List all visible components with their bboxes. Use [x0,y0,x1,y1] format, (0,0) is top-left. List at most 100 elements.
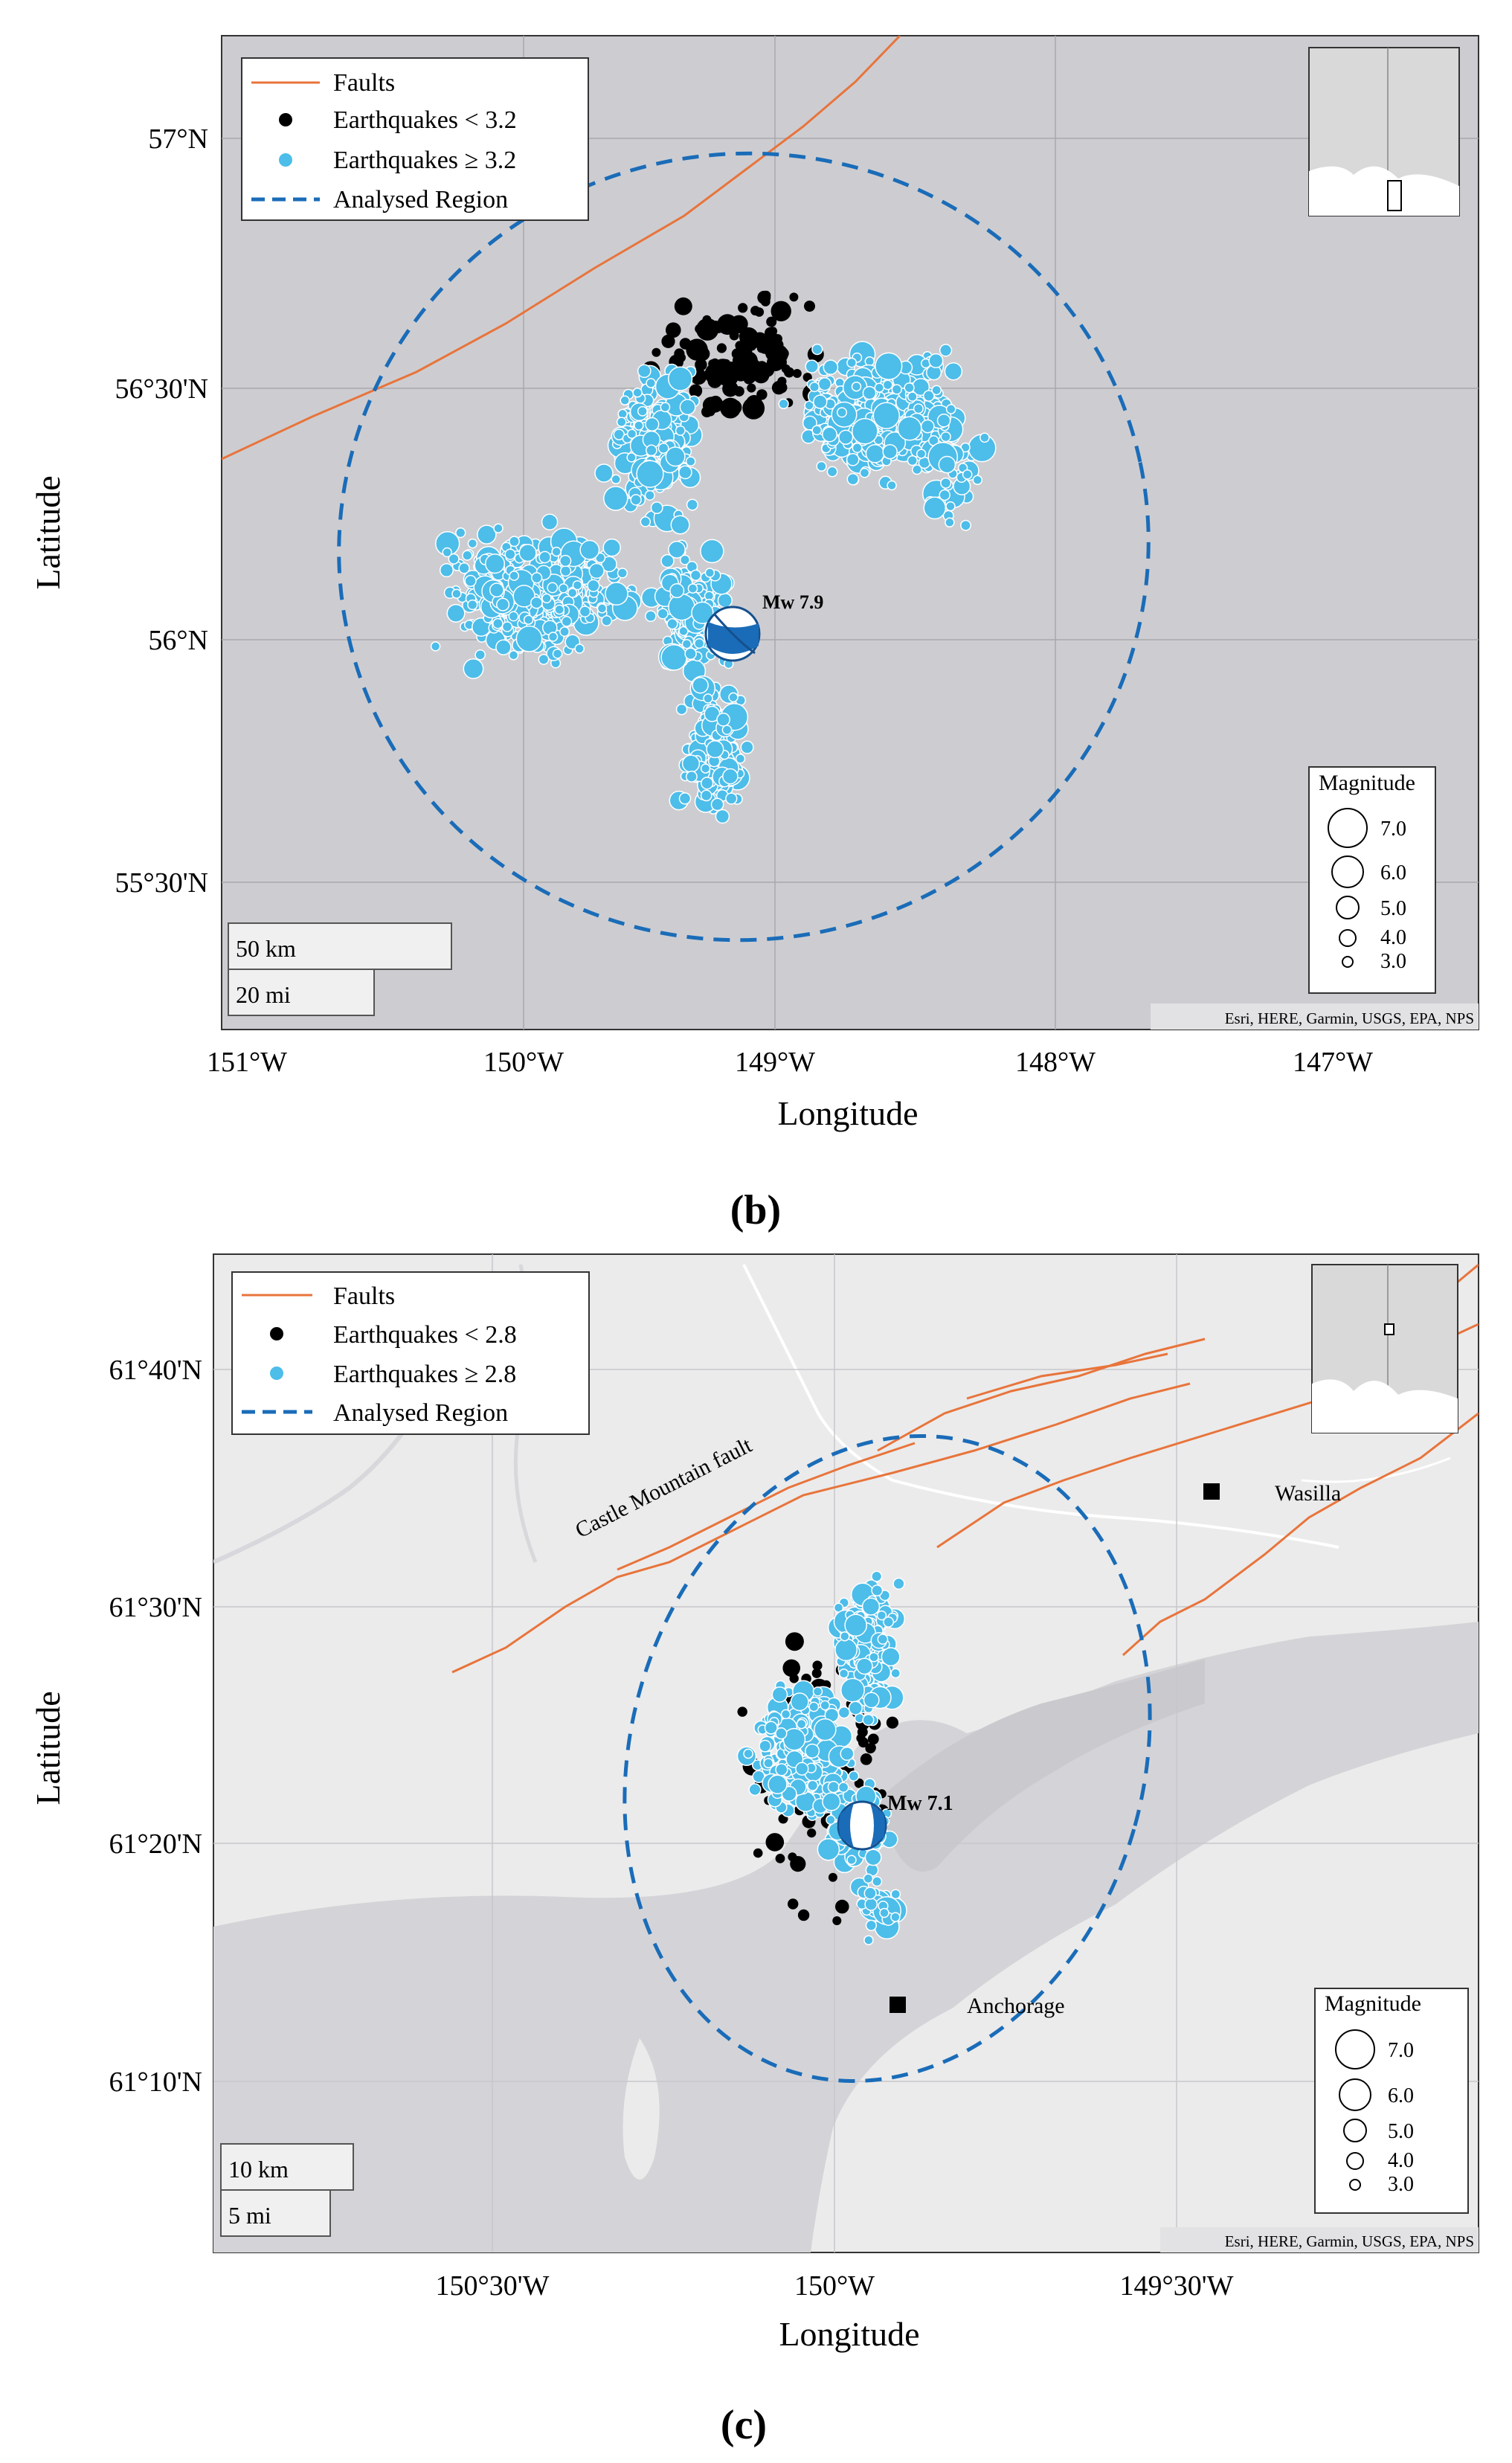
earthquake-marker [874,382,885,393]
earthquake-marker [972,475,983,486]
earthquake-marker [451,588,462,599]
earthquake-marker [559,554,572,568]
earthquake-marker [805,359,819,373]
earthquake-marker [538,653,550,665]
earthquake-marker [838,1669,849,1679]
earthquake-marker [872,1876,883,1887]
earthquake-marker [865,1919,878,1931]
magnitude-legend-b-3: 3.0 [1380,950,1406,973]
earthquake-marker [789,292,799,302]
earthquake-marker [775,1727,788,1740]
earthquake-marker [782,1659,800,1677]
analysed-region-ellipse-c [623,1433,1152,2084]
earthquake-marker [518,544,537,562]
earthquake-marker [890,1912,901,1922]
earthquake-marker [811,343,823,356]
earthquake-marker [541,513,559,530]
earthquake-marker [836,407,848,418]
earthquake-marker [708,359,718,368]
scalebar-b-mi: 20 mi [236,981,291,1008]
earthquake-marker [859,467,870,478]
legend-b-eq-large: Earthquakes ≥ 3.2 [333,147,516,174]
earthquake-marker [879,1907,889,1918]
earthquake-marker [559,565,572,577]
legend-b-faults: Faults [333,69,395,97]
earthquake-marker [686,338,708,361]
earthquake-marker [509,536,520,547]
earthquake-marker [804,400,814,411]
earthquake-marker [848,1770,860,1782]
earthquake-marker [636,460,664,488]
earthquake-marker [681,638,692,649]
earthquake-marker [761,290,771,301]
earthquake-marker [892,1577,905,1590]
earthquake-marker [768,1774,788,1794]
earthquake-marker [691,601,714,624]
x-ticks-b: 151°W 150°W 149°W 148°W 147°W [207,1047,1373,1078]
x-tick-b-150: 150°W [483,1047,564,1078]
earthquake-marker [797,1909,810,1921]
earthquake-marker [788,1898,799,1910]
magnitude-legend-c-6: 6.0 [1388,2084,1414,2107]
earthquake-marker [891,384,902,395]
earthquake-marker [728,692,739,703]
earthquake-marker [738,303,748,313]
earthquake-marker [694,369,706,381]
earthquake-marker [746,395,762,411]
earthquake-marker [603,486,628,511]
earthquake-marker [832,1916,842,1925]
earthquake-marker [652,347,661,357]
earthquake-marker [737,1706,747,1717]
magnitude-legend-c-4: 4.0 [1388,2149,1414,2172]
earthquake-marker [650,501,663,515]
earthquake-marker [489,582,504,598]
earthquake-marker [695,359,707,371]
earthquake-marker [807,1828,817,1838]
earthquake-marker [704,568,715,578]
earthquake-marker [685,771,698,783]
earthquake-marker [945,517,955,528]
legend-c: Faults Earthquakes < 2.8 Earthquakes ≥ 2… [231,1271,590,1435]
earthquake-marker [547,582,559,594]
earthquake-marker [721,725,733,736]
magnitude-legend-c-7: 7.0 [1388,2039,1414,2062]
earthquake-marker [749,332,759,341]
earthquake-marker [694,638,705,649]
earthquake-marker [679,554,691,565]
x-tick-b-148: 148°W [1015,1047,1096,1078]
earthquake-marker [785,1632,804,1651]
earthquake-marker [883,1616,895,1628]
earthquake-marker [660,553,675,568]
earthquake-marker [701,777,714,790]
scalebar-b: 50 km 20 mi [228,922,452,1016]
earthquake-marker [547,632,559,642]
attribution-b: Esri, HERE, Garmin, USGS, EPA, NPS [1225,1009,1474,1027]
earthquake-marker [856,1733,866,1743]
magnitude-legend-b-6: 6.0 [1380,861,1406,884]
earthquake-marker [872,402,901,429]
earthquake-marker [596,603,608,614]
earthquake-marker [876,1610,887,1621]
earthquake-marker [882,443,898,460]
earthquake-marker [512,585,535,608]
y-ticks-c: 61°40'N 61°30'N 61°20'N 61°10'N [109,1355,203,2098]
earthquake-marker [496,597,510,611]
earthquake-marker [846,452,860,466]
earthquake-marker [552,648,563,659]
map-b: Mw 7.9 Faults Earthquakes < 3.2 Earthqua… [221,35,1479,1030]
legend-c-eq-small: Earthquakes < 2.8 [333,1321,517,1349]
earthquake-marker [588,562,605,579]
earthquake-marker [796,1718,807,1730]
earthquake-marker [864,356,875,367]
earthquake-marker [854,1778,864,1788]
earthquake-marker [605,582,628,606]
knik-arm-water [878,1659,1205,1872]
earthquake-marker [865,443,885,463]
earthquake-marker [820,1700,831,1711]
earthquake-marker [712,322,724,333]
cook-inlet-water [213,1622,1479,2252]
earthquake-marker [826,1814,836,1825]
earthquake-marker [875,352,903,380]
earthquake-marker [617,568,628,579]
earthquake-marker [660,643,688,671]
